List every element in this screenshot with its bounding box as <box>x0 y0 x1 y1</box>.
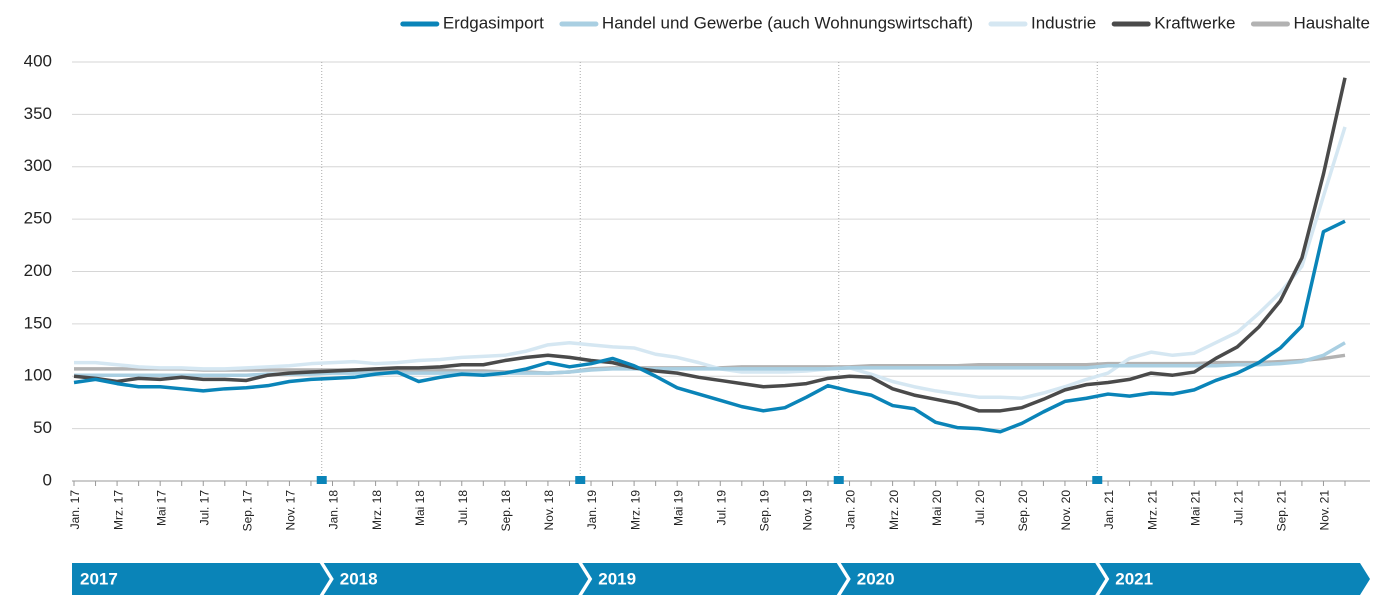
x-tick-label: Mai 17 <box>154 490 168 526</box>
year-marker <box>575 476 586 484</box>
year-band <box>840 563 1106 595</box>
series-line <box>73 77 1347 413</box>
y-tick-label: 0 <box>43 470 52 489</box>
y-tick-label: 350 <box>24 104 52 123</box>
x-tick-label: Jul. 21 <box>1231 490 1245 526</box>
x-tick-label: Nov. 20 <box>1059 490 1073 531</box>
year-band <box>72 563 330 595</box>
x-tick-label: Nov. 21 <box>1318 490 1332 531</box>
year-marker <box>833 476 844 484</box>
x-tick-label: Sep. 17 <box>241 490 255 532</box>
x-tick-label: Mrz. 17 <box>111 490 125 530</box>
series-line <box>74 126 1347 400</box>
x-tick-label: Jul. 17 <box>197 490 211 526</box>
x-tick-label: Jan. 20 <box>844 490 858 530</box>
y-tick-label: 400 <box>24 51 52 70</box>
x-tick-label: Mai 20 <box>930 490 944 526</box>
x-tick-label: Sep. 20 <box>1016 490 1030 532</box>
year-label: 2019 <box>598 569 636 588</box>
x-tick-label: Jul. 18 <box>456 490 470 526</box>
x-tick-label: Jan. 19 <box>585 490 599 530</box>
x-tick-label: Mai 19 <box>671 490 685 526</box>
x-tick-label: Mrz. 20 <box>887 490 901 530</box>
legend-label: Industrie <box>1031 13 1096 32</box>
year-label: 2017 <box>80 569 118 588</box>
y-tick-label: 300 <box>24 156 52 175</box>
y-tick-label: 50 <box>33 418 52 437</box>
year-band <box>582 563 847 595</box>
x-tick-label: Nov. 17 <box>284 490 298 531</box>
year-band <box>323 563 589 595</box>
x-tick-label: Jul. 20 <box>973 490 987 526</box>
x-tick-label: Jan. 18 <box>327 490 341 530</box>
year-band <box>1099 563 1370 595</box>
x-tick-label: Mrz. 19 <box>628 490 642 530</box>
year-label: 2020 <box>857 569 895 588</box>
x-tick-label: Mai 18 <box>413 490 427 526</box>
x-tick-label: Jan. 17 <box>68 490 82 530</box>
x-tick-label: Sep. 21 <box>1275 490 1289 532</box>
x-tick-label: Jan. 21 <box>1102 490 1116 530</box>
legend-label: Erdgasimport <box>443 13 544 32</box>
y-tick-label: 200 <box>24 261 52 280</box>
x-tick-label: Mrz. 18 <box>370 490 384 530</box>
x-tick-label: Nov. 19 <box>801 490 815 531</box>
y-tick-label: 250 <box>24 209 52 228</box>
legend-label: Handel und Gewerbe (auch Wohnungswirtsch… <box>602 13 973 32</box>
x-tick-label: Mai 21 <box>1188 490 1202 526</box>
x-tick-label: Sep. 19 <box>758 490 772 532</box>
y-tick-label: 100 <box>24 366 52 385</box>
x-tick-label: Mrz. 21 <box>1145 490 1159 530</box>
legend-label: Kraftwerke <box>1154 13 1235 32</box>
x-tick-label: Nov. 18 <box>542 490 556 531</box>
year-label: 2018 <box>340 569 378 588</box>
x-tick-label: Jul. 19 <box>714 490 728 526</box>
x-tick-label: Sep. 18 <box>499 490 513 532</box>
year-marker <box>316 476 327 484</box>
y-tick-label: 150 <box>24 313 52 332</box>
series-line <box>73 219 1346 434</box>
year-marker <box>1092 476 1103 484</box>
legend-label: Haushalte <box>1293 13 1370 32</box>
year-label: 2021 <box>1115 569 1153 588</box>
